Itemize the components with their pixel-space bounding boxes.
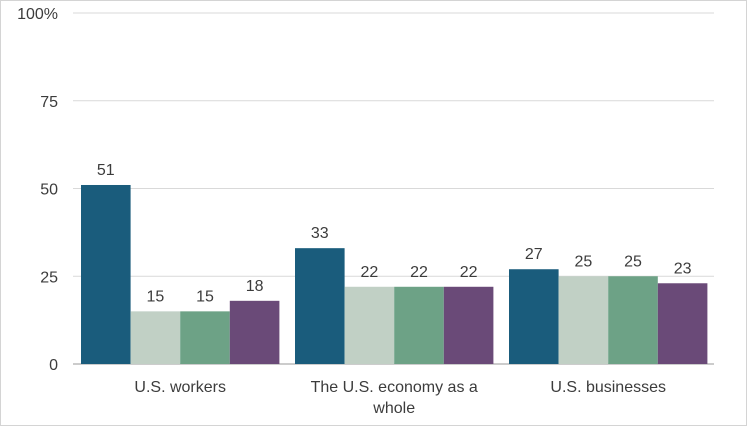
data-label: 22 [460,264,478,281]
data-label: 25 [624,253,642,270]
data-label: 15 [147,288,165,305]
y-tick-label: 0 [49,357,58,374]
data-label: 22 [410,264,428,281]
bar [608,276,658,364]
y-tick-label: 50 [40,182,58,199]
bar [130,311,181,364]
bar [229,300,280,364]
bar [295,248,345,364]
category-label: whole [372,400,415,417]
bar [657,283,708,364]
data-label: 51 [97,162,115,179]
category-label: U.S. businesses [550,379,666,396]
y-tick-label: 75 [40,94,58,111]
data-label: 18 [246,278,264,295]
bar [81,184,131,364]
y-tick-label: 100% [17,6,58,23]
data-label: 23 [674,260,692,277]
data-label: 27 [525,246,543,263]
y-tick-label: 25 [40,269,58,286]
bar [558,276,609,364]
data-label: 25 [575,253,593,270]
bar [180,311,230,364]
category-label: The U.S. economy as a [311,379,478,396]
bar [344,286,395,364]
data-label: 15 [196,288,214,305]
data-label: 33 [311,225,329,242]
bar [394,286,444,364]
bar [443,286,494,364]
category-label: U.S. workers [134,379,226,396]
data-label: 22 [361,264,379,281]
bar [509,269,559,364]
